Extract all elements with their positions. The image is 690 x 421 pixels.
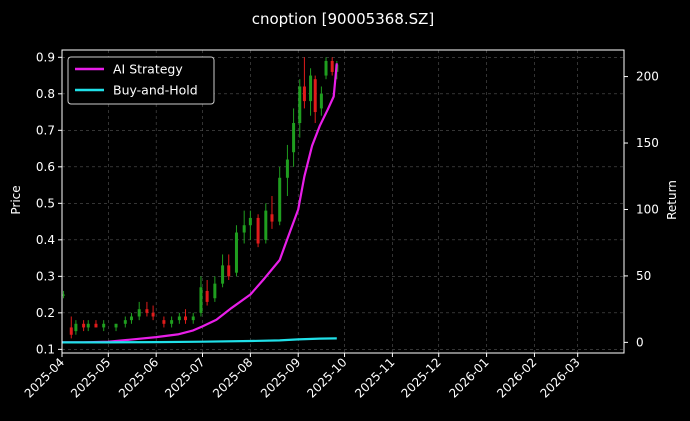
candle-body — [184, 316, 188, 321]
candle-body — [114, 323, 118, 328]
chart-title: cnoption [90005368.SZ] — [252, 10, 435, 28]
legend: AI Strategy Buy-and-Hold — [67, 56, 215, 105]
candlestick-series — [62, 57, 339, 339]
candle-body — [129, 316, 133, 321]
candle-body — [205, 290, 209, 302]
candle-body — [69, 327, 73, 335]
candle-body — [145, 309, 149, 313]
buy-and-hold-line — [62, 337, 337, 344]
y-left-tick-label: 0.5 — [36, 196, 55, 210]
candle-body — [227, 265, 231, 277]
y-right-tick-label: 0 — [636, 335, 644, 349]
candle-body — [319, 93, 323, 109]
y-left-tick-label: 0.8 — [36, 87, 55, 101]
y-left-tick-label: 0.6 — [36, 160, 55, 174]
y-left-tick-label: 0.7 — [36, 123, 55, 137]
candle-body — [278, 177, 282, 222]
candle-body — [86, 323, 90, 328]
line-series — [62, 63, 338, 344]
candle-body — [285, 159, 289, 178]
candle-body — [170, 320, 174, 324]
y-axis-right-title: Return — [665, 180, 679, 220]
y-right-tick-label: 150 — [636, 136, 659, 150]
y-left-tick-label: 0.3 — [36, 269, 55, 283]
plot-frame — [61, 49, 625, 354]
candle-body — [162, 320, 166, 324]
candle-body — [74, 323, 78, 332]
ai-strategy-line — [62, 63, 338, 344]
y-axis-left: 0.1 0.2 0.3 0.4 0.5 0.6 0.7 0.8 0.9 — [36, 50, 62, 356]
candle-body — [330, 60, 334, 72]
y-left-tick-label: 0.1 — [36, 342, 55, 356]
candle-body — [221, 265, 225, 284]
candle-body — [137, 309, 141, 317]
y-axis-left-title: Price — [9, 185, 23, 214]
candle-body — [264, 210, 268, 240]
candle-body — [234, 232, 238, 273]
candle-body — [62, 294, 66, 296]
candle-body — [191, 316, 195, 321]
candle-body — [94, 323, 98, 328]
candle-body — [256, 217, 260, 244]
candle-body — [248, 217, 252, 226]
y-left-tick-label: 0.4 — [36, 233, 55, 247]
legend-label-ai-strategy: AI Strategy — [113, 62, 183, 77]
candle-body — [199, 287, 203, 313]
candle-body — [298, 86, 302, 124]
candle-body — [102, 323, 106, 328]
candle-body — [324, 60, 328, 76]
candle-body — [270, 214, 274, 222]
y-left-tick-label: 0.2 — [36, 306, 55, 320]
y-right-tick-label: 50 — [636, 269, 651, 283]
y-right-tick-label: 200 — [636, 70, 659, 84]
candle-body — [177, 316, 181, 321]
candle-body — [302, 86, 306, 102]
candle-body — [292, 123, 296, 153]
y-right-tick-label: 100 — [636, 202, 659, 216]
candle-body — [309, 75, 313, 102]
legend-box — [67, 56, 215, 105]
candle-body — [313, 79, 317, 113]
candle-body — [151, 312, 155, 317]
candle-body — [213, 283, 217, 299]
candle-body — [123, 320, 127, 324]
y-left-tick-label: 0.9 — [36, 50, 55, 64]
candle-body — [82, 323, 86, 328]
candle-body — [242, 225, 246, 233]
y-axis-right: 0 50 100 150 200 — [624, 70, 659, 349]
legend-label-buy-and-hold: Buy-and-Hold — [113, 83, 198, 98]
